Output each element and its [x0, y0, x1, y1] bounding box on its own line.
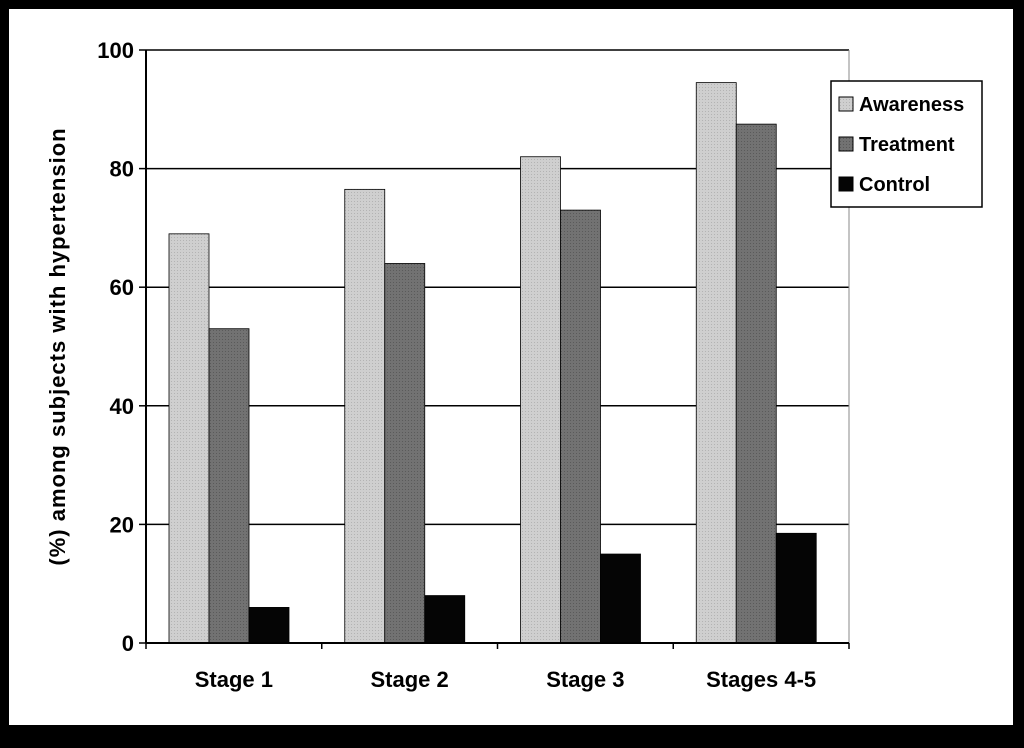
legend-swatch-awareness: [838, 96, 854, 112]
bar-control-1: [248, 607, 290, 644]
y-tick-label: 0: [122, 631, 134, 656]
y-axis-title: (%) among subjects with hypertension: [45, 127, 70, 565]
bar-control-2: [424, 595, 466, 644]
legend-label-control: Control: [859, 174, 930, 196]
y-tick-label: 100: [97, 38, 134, 63]
legend-box: [830, 80, 983, 208]
bar-awareness-3: [520, 156, 561, 644]
bar-treatment-2: [384, 263, 426, 644]
legend-swatch-treatment: [838, 136, 854, 152]
bar-awareness-2: [344, 188, 386, 644]
y-tick-labels: 0 20 40 60 80 100: [97, 38, 134, 656]
legend: Awareness Treatment Control: [830, 80, 983, 208]
bar-control-3: [600, 553, 641, 644]
chart-frame: 0 20 40 60 80 100 Stage 1 Stage 2 Stage 3 Stages…: [9, 9, 1013, 725]
bars-group: [168, 82, 817, 644]
y-tick-label: 80: [110, 157, 134, 182]
x-tick-label: Stage 3: [546, 667, 624, 692]
x-category-labels: Stage 1 Stage 2 Stage 3 Stages 4-5: [195, 667, 816, 692]
legend-label-awareness: Awareness: [859, 94, 964, 116]
x-tick-label: Stage 2: [370, 667, 448, 692]
bar-chart: 0 20 40 60 80 100 Stage 1 Stage 2 Stage 3 Stages…: [45, 38, 983, 692]
y-tick-label: 20: [110, 512, 134, 537]
bar-treatment-4: [735, 123, 777, 644]
legend-swatch-control: [838, 176, 854, 192]
bar-awareness-1: [168, 233, 210, 644]
x-tick-label: Stages 4-5: [706, 667, 816, 692]
bar-treatment-1: [208, 328, 250, 644]
y-tick-label: 40: [110, 394, 134, 419]
x-tick-label: Stage 1: [195, 667, 273, 692]
y-tick-label: 60: [110, 275, 134, 300]
legend-label-treatment: Treatment: [859, 134, 955, 156]
bar-control-4: [775, 532, 817, 644]
bar-treatment-3: [560, 209, 601, 644]
bar-awareness-4: [695, 82, 737, 644]
axes: [139, 49, 850, 649]
